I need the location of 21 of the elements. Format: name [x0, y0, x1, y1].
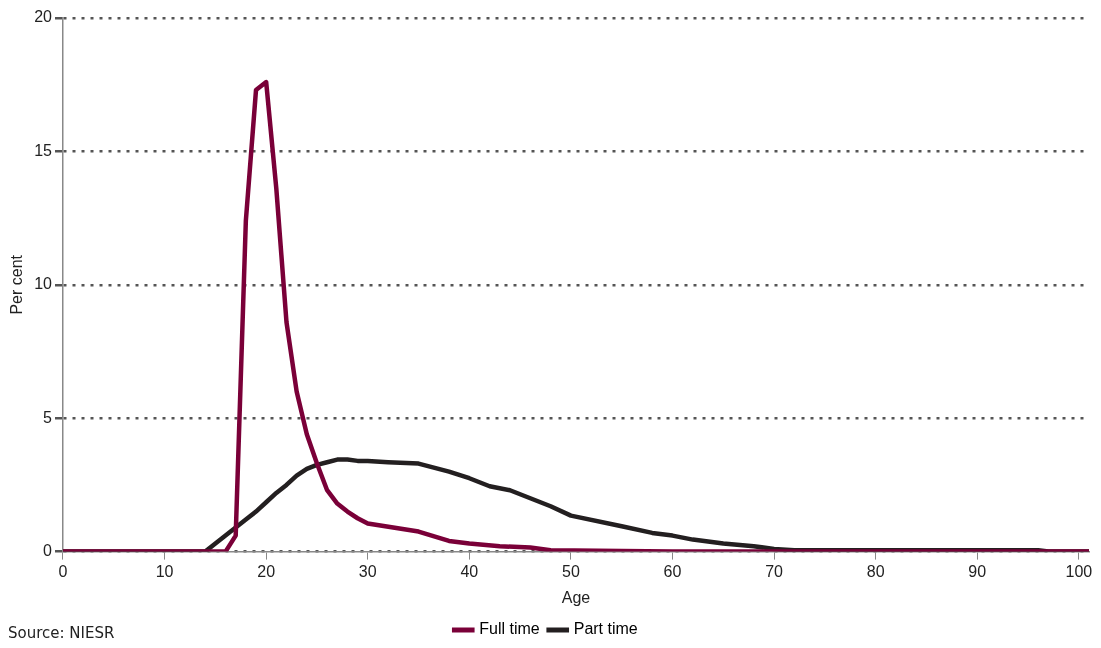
legend-label: Full time	[479, 620, 540, 638]
y-tick-label: 15	[34, 141, 53, 159]
x-tick-label: 100	[1065, 562, 1093, 580]
x-tick-label: 70	[765, 562, 784, 580]
x-tick-label: 30	[358, 562, 377, 580]
x-tick-label: 0	[58, 562, 68, 580]
x-axis-title: Age	[561, 588, 591, 606]
y-tick-label: 20	[34, 8, 53, 26]
y-axis-title: Per cent	[8, 254, 26, 315]
y-tick-label: 10	[34, 275, 53, 293]
y-tick-label: 0	[43, 542, 53, 560]
x-tick-label: 20	[257, 562, 276, 580]
x-tick-label: 10	[155, 562, 174, 580]
legend-label: Part time	[573, 620, 638, 638]
x-tick-label: 40	[460, 562, 479, 580]
y-tick-label: 5	[43, 408, 53, 426]
x-tick-label: 50	[562, 562, 580, 580]
x-tick-label: 60	[663, 562, 682, 580]
x-tick-label: 80	[866, 562, 885, 580]
source-note: Source: NIESR	[8, 624, 115, 642]
x-tick-label: 90	[968, 562, 987, 580]
